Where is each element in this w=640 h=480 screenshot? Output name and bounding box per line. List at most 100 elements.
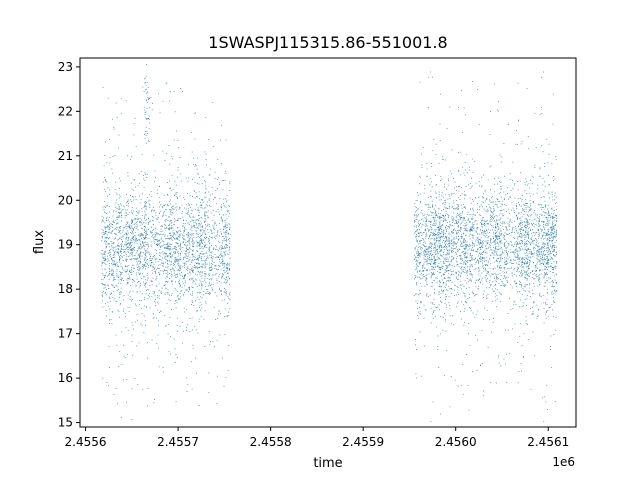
data-point — [143, 245, 144, 247]
data-point — [432, 204, 433, 206]
data-point — [206, 204, 208, 206]
data-point — [477, 240, 479, 242]
data-point — [150, 265, 152, 267]
data-point — [229, 294, 231, 296]
data-point — [123, 295, 125, 296]
data-point — [470, 273, 472, 275]
data-point — [456, 220, 457, 222]
data-point — [456, 265, 458, 267]
data-point — [166, 276, 168, 277]
data-point — [460, 284, 462, 286]
data-point — [187, 181, 189, 183]
data-point — [177, 255, 179, 257]
data-point — [417, 315, 419, 316]
data-point — [226, 240, 228, 242]
data-point — [445, 202, 447, 204]
data-point — [131, 241, 133, 243]
data-point — [433, 232, 434, 234]
data-point — [192, 254, 194, 256]
data-point — [129, 211, 131, 213]
data-point — [148, 289, 149, 291]
data-point — [422, 267, 423, 269]
data-point — [182, 247, 184, 248]
data-point — [419, 243, 421, 245]
data-point — [429, 263, 431, 265]
data-point — [422, 244, 424, 246]
data-point — [198, 218, 200, 219]
data-point — [438, 367, 440, 369]
data-point — [155, 279, 157, 281]
data-point — [464, 267, 465, 268]
data-point — [177, 251, 179, 253]
data-point — [171, 268, 173, 270]
data-point — [182, 322, 183, 323]
data-point — [154, 210, 156, 212]
data-point — [439, 286, 441, 288]
data-point — [494, 236, 496, 238]
data-point — [219, 265, 221, 267]
data-point — [164, 292, 166, 294]
data-point — [486, 248, 488, 250]
data-point — [485, 223, 487, 225]
data-point — [225, 270, 227, 272]
data-point — [111, 268, 113, 270]
data-point — [218, 176, 219, 178]
data-point — [106, 241, 108, 243]
data-point — [472, 242, 473, 243]
data-point — [466, 221, 468, 223]
data-point — [430, 421, 432, 423]
data-point — [440, 249, 441, 251]
data-point — [200, 276, 202, 278]
data-point — [438, 247, 440, 249]
data-point — [141, 233, 142, 235]
data-point — [210, 269, 212, 271]
data-point — [494, 261, 496, 263]
data-point — [464, 206, 466, 208]
data-point — [208, 210, 210, 212]
data-point — [489, 282, 490, 283]
data-point — [168, 248, 169, 250]
data-point — [462, 263, 464, 265]
data-point — [131, 223, 133, 225]
data-point — [493, 220, 495, 222]
data-point — [416, 268, 417, 270]
data-point — [164, 224, 165, 226]
data-point — [503, 252, 505, 254]
data-point — [151, 284, 153, 285]
data-point — [220, 282, 222, 284]
data-point — [126, 237, 128, 238]
data-point — [155, 258, 157, 260]
data-point — [151, 220, 153, 222]
data-point — [121, 255, 123, 257]
data-point — [173, 253, 175, 255]
data-point — [189, 239, 190, 241]
data-point — [116, 222, 118, 224]
data-point — [493, 208, 495, 210]
data-point — [143, 276, 144, 278]
data-point — [467, 214, 469, 215]
data-point — [123, 234, 125, 235]
data-point — [433, 250, 435, 252]
data-point — [106, 161, 108, 163]
data-point — [104, 268, 106, 270]
data-point — [177, 169, 179, 171]
data-point — [159, 270, 161, 272]
data-point — [433, 280, 435, 282]
data-point — [151, 210, 153, 211]
data-point — [101, 215, 103, 217]
data-point — [103, 287, 105, 289]
data-point — [200, 271, 202, 273]
data-point — [116, 300, 118, 302]
data-point — [131, 259, 133, 261]
data-point — [154, 236, 156, 238]
data-point — [173, 269, 175, 271]
data-point — [123, 299, 125, 301]
data-point — [131, 182, 132, 184]
data-point — [135, 285, 137, 287]
data-point — [160, 291, 162, 293]
data-point — [157, 93, 159, 95]
data-point — [104, 233, 106, 234]
data-point — [502, 200, 504, 202]
data-point — [139, 233, 141, 235]
data-point — [445, 229, 447, 230]
